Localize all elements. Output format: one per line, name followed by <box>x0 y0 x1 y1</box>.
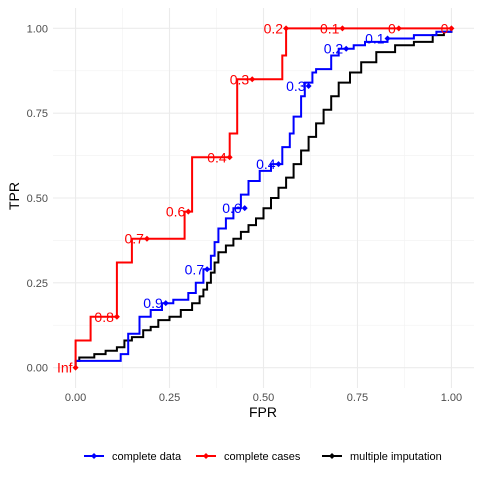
threshold-label: Inf <box>57 360 73 376</box>
legend-key-point <box>329 453 335 459</box>
threshold-point <box>305 83 312 90</box>
x-tick-label: 0.75 <box>347 392 368 404</box>
threshold-label: 0 <box>388 20 396 36</box>
threshold-labels: 0.9 0.7 0.6 0.4 0.3 0.2 0.1 Inf 0.8 0.7 0.6 0.4 0.3 0… <box>57 20 449 375</box>
threshold-point <box>162 300 169 307</box>
axis-ticks: 0.00 0.00 0.25 0.25 0.50 0.50 0.75 0.75 1.00 1.00 <box>27 23 463 404</box>
series-line-complete-cases <box>74 27 452 368</box>
threshold-point <box>113 313 120 320</box>
legend-label: complete cases <box>224 451 301 463</box>
y-tick-label: 1.00 <box>27 23 48 35</box>
grid <box>53 8 474 388</box>
series-line-multiple-imputation <box>74 28 453 368</box>
threshold-label: 0.3 <box>286 78 306 94</box>
threshold-label: 0.7 <box>185 261 205 277</box>
threshold-point <box>185 208 192 215</box>
threshold-point <box>448 25 455 32</box>
y-tick-label: 0.00 <box>27 363 48 375</box>
threshold-label: 0.2 <box>324 41 344 57</box>
x-axis-title: FPR <box>249 404 277 420</box>
threshold-points <box>72 25 455 371</box>
threshold-point <box>343 45 350 52</box>
legend-label: multiple imputation <box>350 451 442 463</box>
threshold-point <box>241 205 248 212</box>
legend-key-point <box>91 453 97 459</box>
threshold-point <box>275 161 282 168</box>
legend-label: complete data <box>112 451 182 463</box>
x-tick-label: 1.00 <box>441 392 462 404</box>
y-axis-title: TPR <box>6 182 22 210</box>
threshold-label: 0.4 <box>256 156 276 172</box>
y-tick-label: 0.50 <box>27 193 48 205</box>
threshold-label: 0.7 <box>125 231 145 247</box>
threshold-point <box>384 35 391 42</box>
threshold-point <box>249 76 256 83</box>
threshold-label: 0 <box>441 20 449 36</box>
threshold-label: 0.1 <box>320 20 340 36</box>
legend: complete data complete cases multiple impu… <box>84 451 442 463</box>
x-tick-label: 0.50 <box>253 392 274 404</box>
threshold-label: 0.4 <box>207 149 227 165</box>
x-tick-label: 0.00 <box>65 392 86 404</box>
threshold-point <box>204 266 211 273</box>
legend-key-point <box>203 453 209 459</box>
threshold-label: 0.2 <box>264 20 284 36</box>
threshold-label: 0.1 <box>365 31 385 47</box>
y-tick-label: 0.75 <box>27 108 48 120</box>
threshold-label: 0.9 <box>143 295 163 311</box>
threshold-label: 0.6 <box>166 204 186 220</box>
threshold-point <box>283 25 290 32</box>
threshold-point <box>339 25 346 32</box>
y-tick-label: 0.25 <box>27 278 48 290</box>
threshold-label: 0.8 <box>94 309 114 325</box>
threshold-point <box>395 25 402 32</box>
threshold-point <box>72 364 79 371</box>
threshold-point <box>143 235 150 242</box>
x-tick-label: 0.25 <box>159 392 180 404</box>
threshold-label: 0.3 <box>230 71 250 87</box>
threshold-point <box>226 154 233 161</box>
threshold-label: 0.6 <box>222 200 242 216</box>
